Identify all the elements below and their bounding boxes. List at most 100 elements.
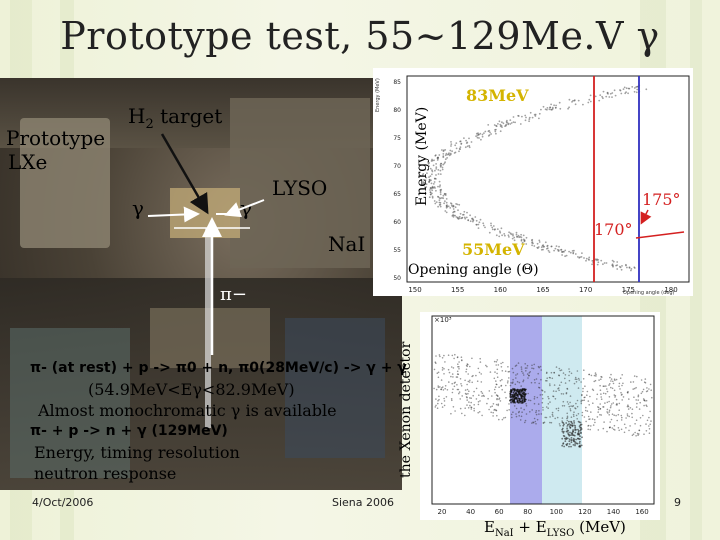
scatter-x-tick: 165 xyxy=(536,286,549,294)
spectrum-point xyxy=(620,414,623,417)
scatter-point xyxy=(493,124,496,126)
spectrum-point xyxy=(649,410,651,413)
scatter-point xyxy=(439,193,442,196)
scatter-point xyxy=(466,141,469,144)
spectrum-point xyxy=(531,364,533,367)
spectrum-point xyxy=(638,429,641,432)
spectrum-point xyxy=(640,379,643,381)
spectrum-point xyxy=(576,378,578,381)
spectrum-point xyxy=(631,408,634,410)
scatter-point xyxy=(435,163,437,165)
spectrum-point xyxy=(465,364,468,367)
scatter-point xyxy=(439,205,442,208)
spectrum-point xyxy=(486,402,488,405)
scatter-point xyxy=(513,236,516,239)
scatter-point xyxy=(518,236,520,239)
scatter-point xyxy=(429,189,431,191)
scatter-point xyxy=(538,112,541,115)
scatter-point xyxy=(572,99,574,102)
spectrum-point xyxy=(451,391,454,394)
spectrum-point xyxy=(485,364,487,367)
spectrum-point xyxy=(438,354,441,356)
spectrum-point xyxy=(559,424,561,427)
spectrum-point xyxy=(443,404,446,407)
scatter-point xyxy=(504,234,506,237)
scatter-point xyxy=(556,248,559,251)
scatter-point xyxy=(511,237,514,240)
spectrum-point xyxy=(649,383,652,386)
scatter-point xyxy=(616,268,619,270)
spectrum-point xyxy=(592,402,594,404)
scatter-point xyxy=(456,203,459,206)
scatter-point xyxy=(598,99,601,102)
scatter-point xyxy=(568,98,571,101)
scatter-point xyxy=(439,191,442,194)
spectrum-point xyxy=(495,409,498,412)
spectrum-cluster-point xyxy=(579,444,581,447)
scatter-point xyxy=(558,245,560,248)
spectrum-point xyxy=(557,409,560,412)
spectrum-point xyxy=(595,373,597,376)
spectrum-point xyxy=(491,405,493,407)
scatter-point xyxy=(614,94,617,97)
spectrum-point xyxy=(465,368,468,371)
scatter-point xyxy=(450,143,453,145)
spectrum-point xyxy=(505,397,507,399)
spectrum-point xyxy=(576,370,579,372)
scatter-point xyxy=(622,88,625,90)
scatter-point xyxy=(478,137,480,139)
spectrum-cluster-point xyxy=(523,388,525,391)
scatter-point xyxy=(436,159,439,161)
scatter-point xyxy=(536,242,539,245)
spectrum-cluster-point xyxy=(518,398,521,400)
spectrum-point xyxy=(573,382,576,385)
spectrum-point xyxy=(617,427,620,429)
spectrum-point xyxy=(593,418,596,421)
scatter-point xyxy=(442,155,445,157)
spectrum-point xyxy=(524,367,527,369)
spectrum-point xyxy=(555,366,558,368)
spectrum-point xyxy=(454,353,456,356)
spectrum-point xyxy=(646,419,649,422)
scatter-point xyxy=(508,236,510,238)
scatter-point xyxy=(459,146,462,149)
spectrum-point xyxy=(574,407,577,410)
scatter-point xyxy=(524,119,527,122)
spectrum-point xyxy=(566,417,568,420)
spectrum-point xyxy=(520,415,523,418)
x-axis-sub2: LYSO xyxy=(546,528,575,539)
spectrum-point xyxy=(561,420,563,422)
spectrum-point xyxy=(489,371,492,373)
spectrum-cluster-point xyxy=(564,437,566,440)
scatter-point xyxy=(438,199,441,202)
scatter-point xyxy=(519,123,522,125)
scatter-point xyxy=(559,107,562,110)
spectrum-point xyxy=(580,402,583,405)
scatter-point xyxy=(564,249,567,252)
spectrum-cluster-point xyxy=(561,444,564,447)
scatter-point xyxy=(624,92,627,95)
spectrum-point xyxy=(456,370,459,373)
spectrum-point xyxy=(581,393,583,396)
scatter-point xyxy=(572,251,575,254)
spectrum-cluster-point xyxy=(575,438,577,441)
spectrum-point xyxy=(437,386,440,389)
scatter-y-tick: 80 xyxy=(393,107,401,114)
spectrum-point xyxy=(549,383,551,385)
spectrum-point xyxy=(451,354,454,357)
scatter-point xyxy=(521,241,524,244)
spectrum-point xyxy=(544,416,546,419)
spectrum-point xyxy=(437,400,439,402)
spectrum-point xyxy=(632,381,635,383)
spectrum-point xyxy=(602,406,604,408)
spectrum-point xyxy=(518,415,520,417)
scatter-point xyxy=(445,152,448,155)
spectrum-point xyxy=(580,399,583,402)
scatter-point xyxy=(476,134,479,137)
spectrum-point xyxy=(648,388,650,390)
spectrum-point xyxy=(435,404,437,407)
scatter-point xyxy=(432,183,435,185)
spectrum-point xyxy=(540,413,543,415)
spectrum-point xyxy=(609,421,611,423)
scatter-point xyxy=(551,108,554,110)
